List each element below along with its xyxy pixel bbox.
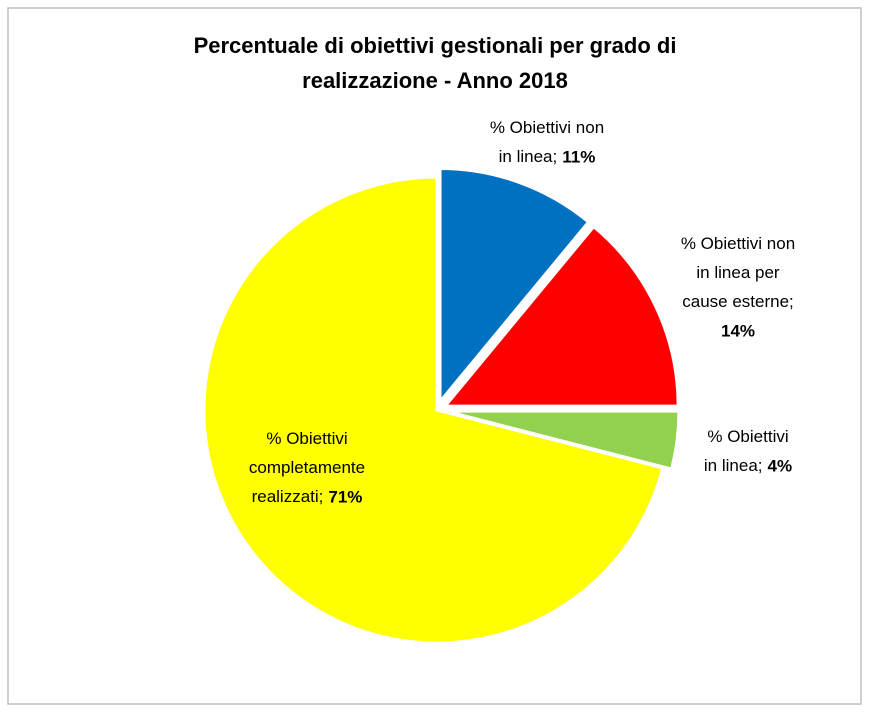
label-line: realizzati;: [252, 487, 324, 506]
value-label: 71%: [328, 487, 362, 506]
value-label: 4%: [768, 456, 793, 475]
value-label: 14%: [721, 321, 755, 340]
pie-slice: [438, 167, 591, 406]
label-line: in linea per: [696, 263, 780, 282]
label-line: completamente: [249, 458, 365, 477]
pie-slice: [441, 224, 680, 408]
label-line: in linea;: [499, 147, 558, 166]
slice-label: % Obiettivi non in linea;: [490, 118, 604, 166]
value-label: 11%: [562, 147, 595, 166]
slice-label: % Obiettivi completamente realizzati;: [249, 429, 365, 506]
slice-label: % Obiettivi in linea;: [704, 427, 789, 475]
chart-title: realizzazione - Anno 2018: [302, 68, 568, 93]
chart-title: Percentuale di obiettivi gestionali per …: [194, 33, 677, 58]
pie-slice: [202, 175, 665, 645]
label-line: % Obiettivi non: [681, 234, 795, 253]
label-line: % Obiettivi: [707, 427, 788, 446]
label-line: % Obiettivi non: [490, 118, 604, 137]
label-line: % Obiettivi: [266, 429, 347, 448]
slice-label: % Obiettivi non in linea per cause esterne…: [681, 234, 795, 311]
label-line: cause esterne;: [682, 292, 794, 311]
label-line: in linea;: [704, 456, 763, 475]
pie-slice: [445, 409, 681, 471]
